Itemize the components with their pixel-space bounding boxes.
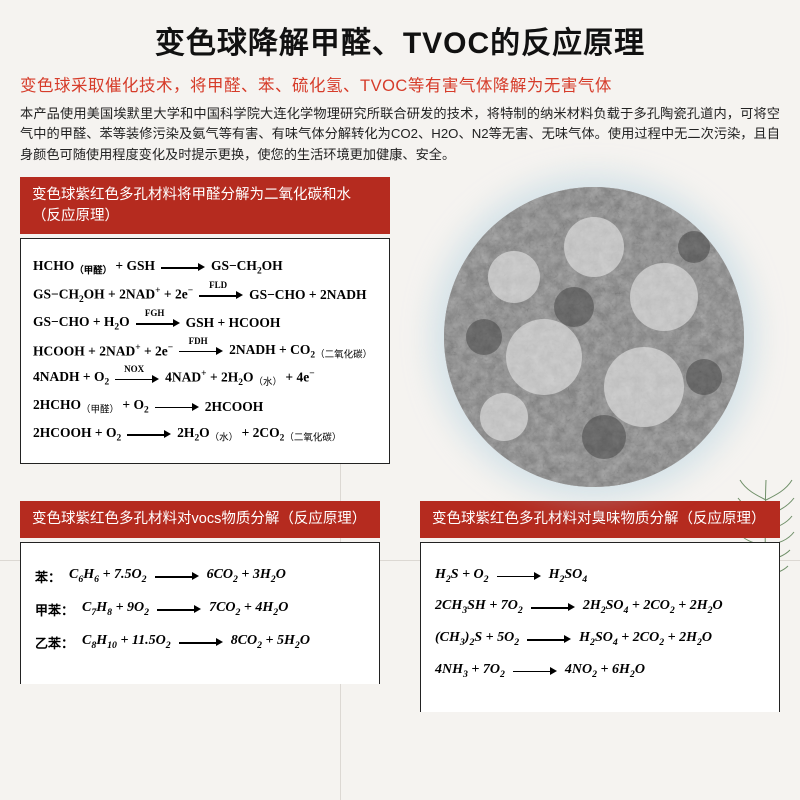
description-text: 本产品使用美国埃默里大学和中国科学院大连化学物理研究所联合研发的技术，将特制的纳…	[20, 104, 780, 165]
equation-row: HCHO（甲醛） + GSHGS−CH2OH	[33, 258, 377, 277]
formaldehyde-label: 变色球紫红色多孔材料将甲醛分解为二氧化碳和水（反应原理）	[20, 177, 390, 234]
formaldehyde-equations: HCHO（甲醛） + GSHGS−CH2OH GS−CH2OH + 2NAD+ +…	[20, 238, 390, 464]
vocs-label: 变色球紫红色多孔材料对vocs物质分解（反应原理）	[20, 501, 380, 537]
vocs-equations: 苯：C6H6 + 7.5O26CO2 + 3H2O 甲苯：C7H8 + 9O27C…	[20, 542, 380, 684]
material-microscope-image	[444, 187, 744, 487]
equation-row: 甲苯：C7H8 + 9O27CO2 + 4H2O	[35, 600, 365, 619]
equation-row: H2S + O2H2SO4	[435, 567, 765, 585]
equation-row: 2CH3SH + 7O22H2SO4 + 2CO2 + 2H2O	[435, 598, 765, 616]
equation-row: 4NH3 + 7O24NO2 + 6H2O	[435, 662, 765, 680]
odor-equations: H2S + O2H2SO4 2CH3SH + 7O22H2SO4 + 2CO2 +…	[420, 542, 780, 712]
equation-row: 乙苯：C8H10 + 11.5O28CO2 + 5H2O	[35, 633, 365, 652]
subtitle: 变色球采取催化技术，将甲醛、苯、硫化氢、TVOC等有害气体降解为无害气体	[20, 72, 780, 96]
equation-row: 2HCOOH + O22H2O（水） + 2CO2（二氧化碳）	[33, 425, 377, 444]
equation-row: GS−CH2OH + 2NAD+ + 2e−FLDGS−CHO + 2NADH	[33, 286, 377, 305]
equation-row: GS−CHO + H2OFGHGSH + HCOOH	[33, 314, 377, 333]
equation-row: (CH3)2S + 5O2H2SO4 + 2CO2 + 2H2O	[435, 630, 765, 648]
equation-row: 2HCHO（甲醛） + O22HCOOH	[33, 397, 377, 416]
equation-row: 苯：C6H6 + 7.5O26CO2 + 3H2O	[35, 567, 365, 586]
equation-row: 4NADH + O2NOX4NAD+ + 2H2O（水） + 4e−	[33, 369, 377, 388]
equation-row: HCOOH + 2NAD+ + 2e−FDH2NADH + CO2（二氧化碳）	[33, 342, 377, 361]
page-title: 变色球降解甲醛、TVOC的反应原理	[20, 18, 780, 62]
odor-label: 变色球紫红色多孔材料对臭味物质分解（反应原理）	[420, 501, 780, 537]
